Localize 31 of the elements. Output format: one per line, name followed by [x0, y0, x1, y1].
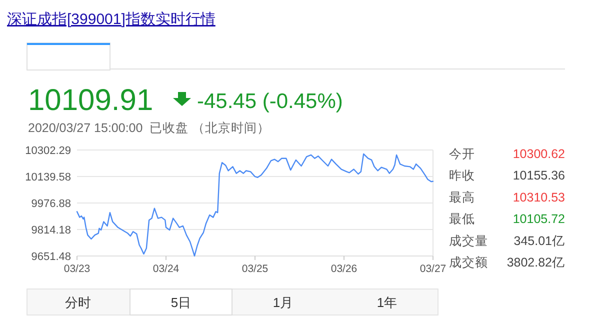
text: 1年: [376, 295, 398, 310]
text: 3802.82亿: [506, 256, 565, 270]
text: 1月: [272, 295, 294, 310]
x-tick-label: 03/23: [64, 263, 90, 275]
text: 最高: [449, 189, 475, 204]
text: -45.45 (-0.45%): [197, 90, 343, 113]
text: 昨收: [449, 168, 475, 183]
y-tick-label: 9976.88: [31, 198, 71, 210]
text: 成交量: [449, 232, 488, 248]
text: 今开: [449, 147, 475, 161]
chart-title: 深证成指[399001]指数实时行情: [7, 11, 216, 28]
y-tick-label: 9814.18: [31, 224, 71, 236]
x-tick-label: 03/27: [420, 263, 446, 275]
text: 最低: [449, 212, 475, 226]
y-tick-label: 10139.58: [25, 172, 71, 184]
x-tick-label: 03/26: [330, 263, 358, 275]
y-tick-label: 9651.48: [31, 251, 71, 263]
text: 10310.53: [512, 190, 566, 204]
text: 10300.62: [512, 147, 566, 161]
x-tick-label: 03/25: [242, 263, 268, 275]
text: 10155.36: [512, 168, 566, 183]
y-tick-label: 10302.29: [25, 145, 71, 157]
x-tick-label: 03/24: [152, 263, 180, 275]
line-series: [76, 153, 434, 257]
text: 10105.72: [512, 212, 566, 226]
text: 10109.91: [28, 84, 154, 117]
text: 345.01亿: [514, 234, 565, 248]
text: 2020/03/27 15:00:00 已收盘 （北京时间）: [28, 121, 270, 135]
text: 分时: [65, 295, 91, 310]
text: 5日: [170, 295, 192, 310]
text: 成交额: [449, 254, 488, 270]
